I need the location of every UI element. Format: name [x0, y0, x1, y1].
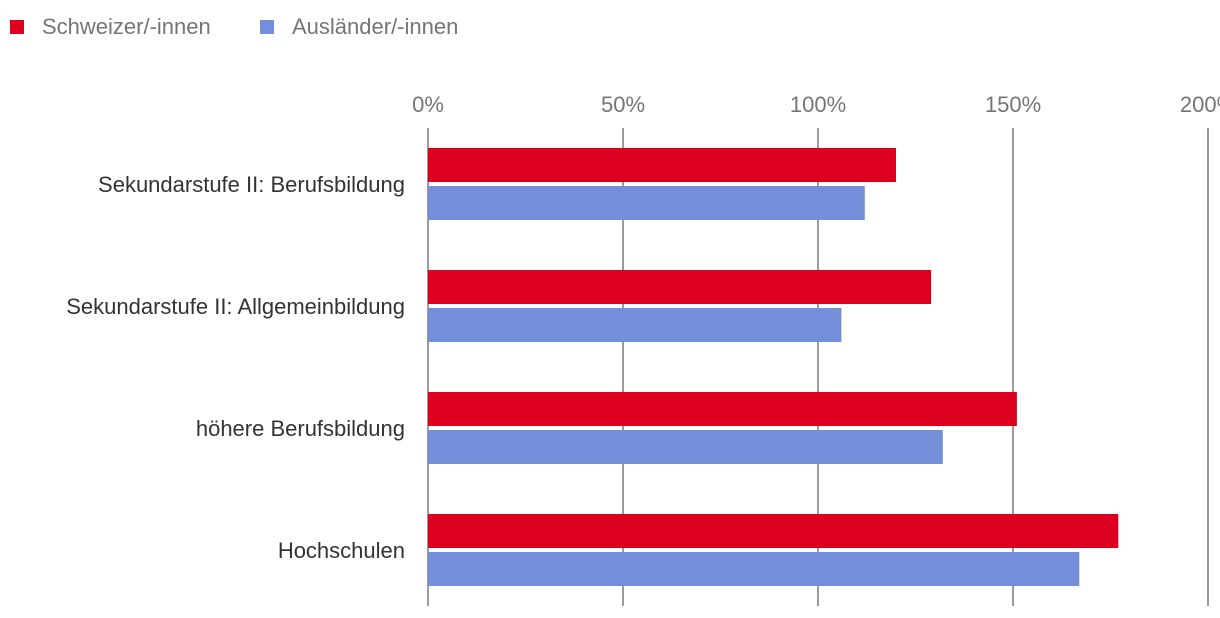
x-axis-ticks: 0% 50% 100% 150% 200%: [412, 92, 1220, 117]
legend-label-schweizer-innen: Schweizer/-innen: [42, 14, 211, 39]
x-tick-label-0: 0%: [412, 92, 444, 117]
legend-swatch-ausl-nder-innen: [260, 20, 274, 34]
bar-auslaender-0: [428, 186, 865, 220]
bar-schweizer-3: [428, 514, 1119, 548]
bar-auslaender-1: [428, 308, 842, 342]
bar-auslaender-3: [428, 552, 1080, 586]
legend: Schweizer/-innen Ausländer/-innen: [10, 14, 458, 39]
x-tick-label-200: 200%: [1180, 92, 1220, 117]
category-label-3: Hochschulen: [278, 538, 405, 563]
bar-schweizer-0: [428, 148, 896, 182]
x-tick-label-50: 50%: [601, 92, 645, 117]
x-tick-label-150: 150%: [985, 92, 1041, 117]
category-label-1: Sekundarstufe II: Allgemeinbildung: [66, 294, 405, 319]
bar-schweizer-2: [428, 392, 1017, 426]
x-tick-label-100: 100%: [790, 92, 846, 117]
category-label-0: Sekundarstufe II: Berufsbildung: [98, 172, 405, 197]
category-label-2: höhere Berufsbildung: [196, 416, 405, 441]
bar-auslaender-2: [428, 430, 943, 464]
legend-swatch-schweizer-innen: [10, 20, 24, 34]
y-axis-categories: Sekundarstufe II: Berufsbildung Sekundars…: [66, 172, 405, 563]
legend-label-ausl-nder-innen: Ausländer/-innen: [292, 14, 458, 39]
bars: [428, 148, 1119, 586]
bar-schweizer-1: [428, 270, 932, 304]
